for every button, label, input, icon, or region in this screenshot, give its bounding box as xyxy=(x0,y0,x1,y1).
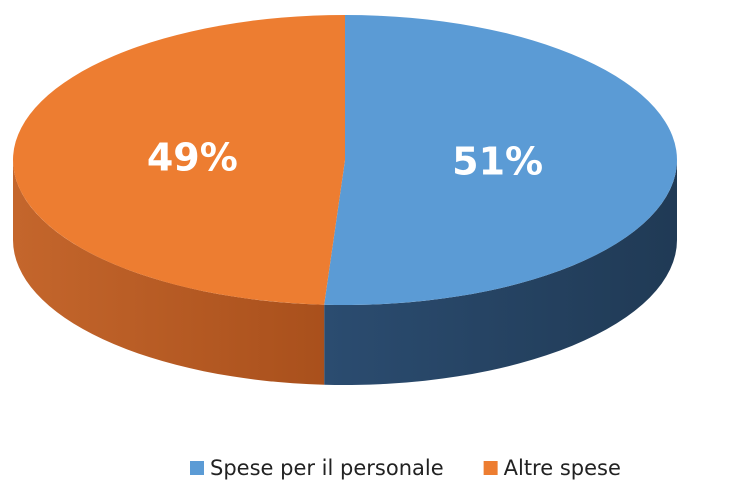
legend-swatch xyxy=(190,461,204,475)
slice-side xyxy=(13,160,325,385)
legend-label: Spese per il personale xyxy=(210,456,444,480)
slice xyxy=(324,15,678,305)
value-label: 51% xyxy=(452,140,543,184)
slice xyxy=(13,15,345,305)
value-label: 49% xyxy=(147,135,238,179)
legend-swatch xyxy=(483,461,498,475)
legend-label: Altre spese xyxy=(504,456,621,480)
slice-side xyxy=(324,160,677,385)
